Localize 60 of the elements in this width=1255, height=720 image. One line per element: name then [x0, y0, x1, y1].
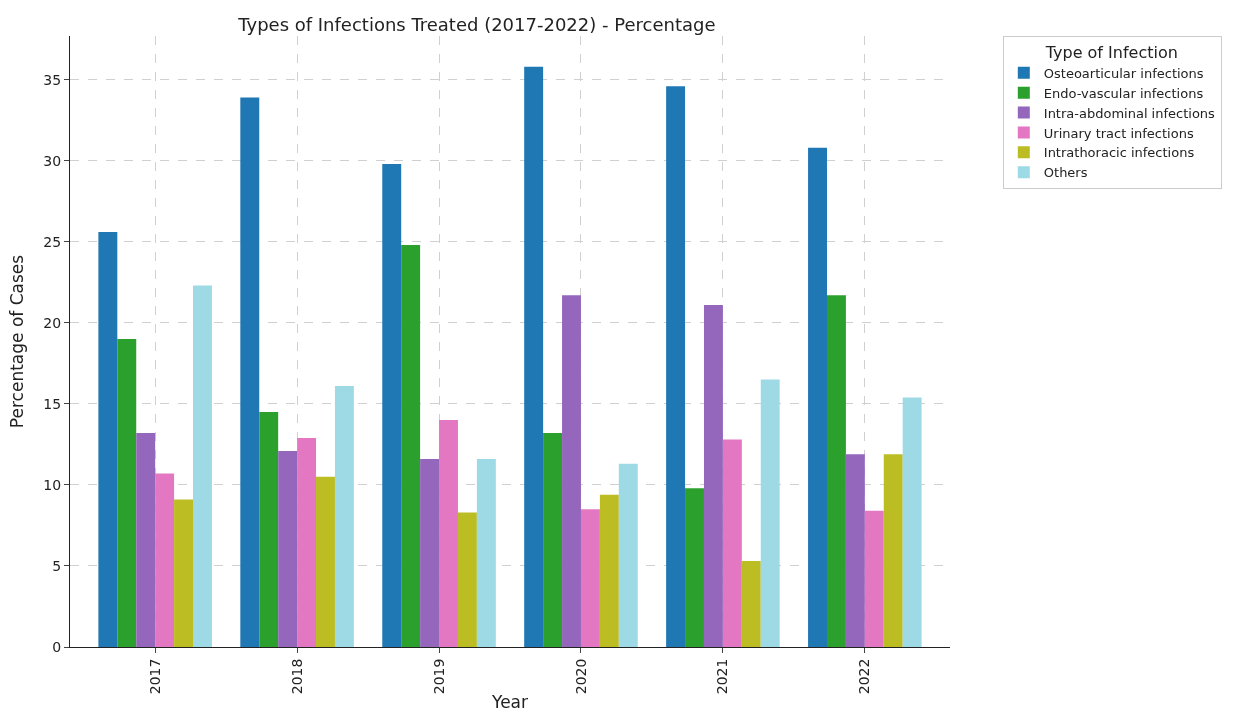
bar — [543, 433, 563, 647]
bar — [580, 509, 600, 647]
y-axis-title: Percentage of Cases — [6, 254, 27, 429]
x-axis-title: Year — [491, 691, 528, 712]
bar — [562, 295, 581, 647]
y-tick-label: 25 — [43, 233, 62, 250]
bar — [722, 439, 742, 647]
bar — [316, 476, 335, 647]
bar — [401, 245, 421, 647]
y-tick-label: 5 — [52, 557, 62, 574]
legend-label: Urinary tract infections — [1043, 125, 1194, 141]
bar — [382, 164, 402, 647]
x-tick-label: 2020 — [572, 658, 589, 695]
bar — [902, 397, 922, 647]
bar — [155, 473, 175, 647]
bar — [174, 499, 194, 647]
chart-title: Types of Infections Treated (2017-2022) - Percentage — [237, 13, 716, 35]
bar — [599, 494, 619, 647]
y-tick-label: 0 — [52, 638, 62, 655]
bar — [457, 512, 477, 647]
y-tick-label: 10 — [43, 476, 62, 493]
legend-label: Others — [1043, 165, 1088, 181]
bar — [439, 420, 458, 647]
bar — [240, 97, 260, 647]
bar — [760, 379, 780, 647]
y-tick-label: 30 — [43, 152, 62, 169]
bar — [476, 459, 496, 647]
legend-label: Endo-vascular infections — [1043, 85, 1204, 101]
bar — [741, 561, 761, 647]
legend-label: Intrathoracic infections — [1043, 145, 1195, 161]
bar — [420, 459, 440, 647]
y-tick-label: 35 — [43, 71, 62, 88]
bar — [297, 437, 317, 647]
bar — [864, 510, 884, 647]
x-tick-label: 2021 — [714, 658, 731, 695]
bar — [193, 285, 212, 647]
legend-label: Osteoarticular infections — [1043, 65, 1204, 81]
bar — [618, 463, 638, 647]
x-tick-label: 2018 — [288, 658, 305, 695]
bar — [883, 454, 903, 647]
bar — [278, 450, 298, 647]
y-tick-label: 15 — [43, 395, 62, 412]
legend-label: Intra-abdominal infections — [1043, 105, 1216, 121]
bar — [826, 295, 846, 647]
x-tick-label: 2019 — [430, 658, 447, 695]
bar — [524, 66, 544, 647]
bar — [808, 147, 827, 647]
bar — [845, 454, 865, 647]
bar — [334, 386, 354, 647]
bar — [98, 232, 118, 647]
bar — [685, 488, 704, 647]
bar — [703, 305, 723, 647]
bar — [136, 433, 156, 647]
x-tick-label: 2022 — [856, 658, 873, 695]
bar — [666, 86, 686, 647]
bar — [259, 412, 279, 647]
x-tick-label: 2017 — [146, 658, 163, 695]
bar — [117, 339, 137, 647]
legend-title: Type of Infection — [1044, 42, 1178, 62]
y-tick-label: 20 — [43, 314, 62, 331]
